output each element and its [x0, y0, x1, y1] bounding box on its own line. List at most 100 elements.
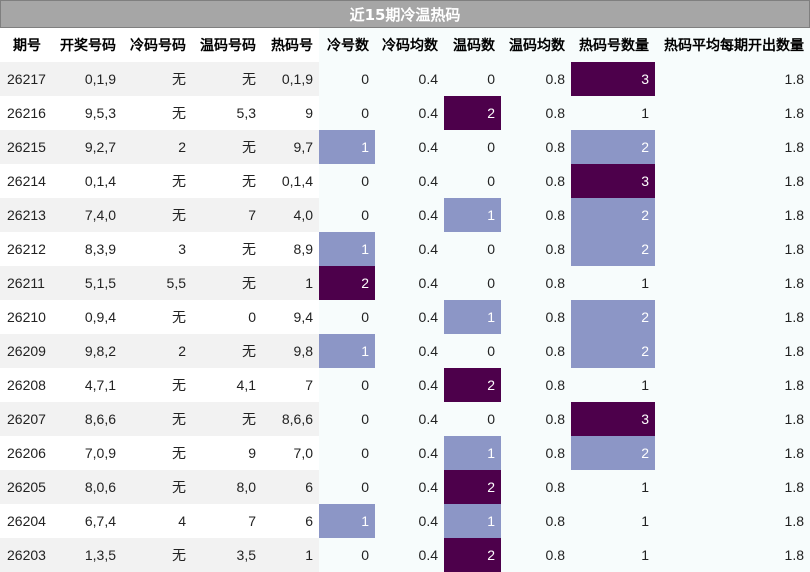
warm-avg-cell: 0.8: [501, 96, 571, 130]
cold-avg-cell: 0.4: [375, 402, 444, 436]
col-header-cold-count: 冷号数: [319, 28, 375, 62]
cold-avg-cell: 0.4: [375, 538, 444, 572]
hot-count-cell: 2: [571, 130, 655, 164]
issue-cell: 26206: [0, 436, 57, 470]
col-header-draw: 开奖号码: [60, 38, 116, 54]
hot-count-cell: 1: [571, 538, 655, 572]
cold-count-cell: 1: [319, 504, 375, 538]
issue-cell: 26216: [0, 96, 57, 130]
table-row: 26204 6,7,4 4 7 6 1 0.4 1 0.8 1 1.8: [0, 504, 810, 538]
hot-count-cell: 3: [571, 62, 655, 96]
cold-avg-cell: 0.4: [375, 266, 444, 300]
warm-avg-cell: 0.8: [501, 334, 571, 368]
warm-numbers-cell: 8,0: [192, 470, 262, 504]
issue-cell: 26207: [0, 402, 57, 436]
hot-numbers-cell: 9,7: [262, 130, 319, 164]
cold-avg-cell: 0.4: [375, 62, 444, 96]
hot-count-cell: 1: [571, 504, 655, 538]
hot-numbers-cell: 0,1,9: [262, 62, 319, 96]
draw-cell: 7,4,0: [57, 198, 122, 232]
issue-cell: 26203: [0, 538, 57, 572]
cold-count-cell: 0: [319, 470, 375, 504]
cold-avg-cell: 0.4: [375, 130, 444, 164]
hot-count-cell: 2: [571, 300, 655, 334]
cold-avg-cell: 0.4: [375, 164, 444, 198]
cold-numbers-cell: 无: [122, 538, 192, 572]
warm-avg-cell: 0.8: [501, 538, 571, 572]
hot-avg-cell: 1.8: [655, 504, 810, 538]
cold-numbers-cell: 无: [122, 62, 192, 96]
cold-avg-cell: 0.4: [375, 300, 444, 334]
warm-numbers-cell: 无: [192, 62, 262, 96]
hot-avg-cell: 1.8: [655, 198, 810, 232]
hot-numbers-cell: 8,9: [262, 232, 319, 266]
issue-cell: 26212: [0, 232, 57, 266]
draw-cell: 9,5,3: [57, 96, 122, 130]
warm-count-cell: 0: [444, 334, 501, 368]
issue-cell: 26205: [0, 470, 57, 504]
hot-count-cell: 1: [571, 368, 655, 402]
issue-cell: 26204: [0, 504, 57, 538]
col-header-hot-count: 热码号数量: [571, 28, 655, 62]
cold-count-cell: 0: [319, 164, 375, 198]
warm-count-cell: 2: [444, 470, 501, 504]
warm-numbers-cell: 无: [192, 266, 262, 300]
cold-numbers-cell: 5,5: [122, 266, 192, 300]
warm-numbers-cell: 无: [192, 130, 262, 164]
hot-numbers-cell: 9: [262, 96, 319, 130]
hot-count-cell: 2: [571, 198, 655, 232]
issue-cell: 26210: [0, 300, 57, 334]
warm-avg-cell: 0.8: [501, 504, 571, 538]
warm-avg-cell: 0.8: [501, 266, 571, 300]
warm-avg-cell: 0.8: [501, 368, 571, 402]
cold-avg-cell: 0.4: [375, 368, 444, 402]
col-header-warm: 温码号码: [200, 38, 256, 54]
warm-count-cell: 0: [444, 130, 501, 164]
hot-numbers-cell: 4,0: [262, 198, 319, 232]
col-header-warm-avg: 温码均数: [501, 28, 571, 62]
issue-cell: 26211: [0, 266, 57, 300]
cold-numbers-cell: 无: [122, 470, 192, 504]
draw-cell: 8,0,6: [57, 470, 122, 504]
warm-avg-cell: 0.8: [501, 436, 571, 470]
warm-count-cell: 1: [444, 300, 501, 334]
cold-count-cell: 0: [319, 300, 375, 334]
issue-cell: 26208: [0, 368, 57, 402]
table-row: 26212 8,3,9 3 无 8,9 1 0.4 0 0.8 2 1.8: [0, 232, 810, 266]
hot-count-cell: 3: [571, 402, 655, 436]
table-row: 26217 0,1,9 无无 0,1,9 0 0.4 0 0.8 3 1.8: [0, 62, 810, 96]
hot-count-cell: 2: [571, 436, 655, 470]
cold-avg-cell: 0.4: [375, 334, 444, 368]
cold-count-cell: 0: [319, 62, 375, 96]
hot-numbers-cell: 1: [262, 538, 319, 572]
warm-count-cell: 0: [444, 62, 501, 96]
warm-count-cell: 1: [444, 198, 501, 232]
cold-count-cell: 2: [319, 266, 375, 300]
table-row: 26211 5,1,5 5,5 无 1 2 0.4 0 0.8 1 1.8: [0, 266, 810, 300]
warm-avg-cell: 0.8: [501, 62, 571, 96]
hot-count-cell: 2: [571, 334, 655, 368]
col-header-hot-avg: 热码平均每期开出数量: [655, 28, 810, 62]
hot-avg-cell: 1.8: [655, 368, 810, 402]
hot-count-cell: 2: [571, 232, 655, 266]
hot-numbers-cell: 1: [262, 266, 319, 300]
hot-avg-cell: 1.8: [655, 436, 810, 470]
issue-cell: 26213: [0, 198, 57, 232]
col-header-warm-count: 温码数: [444, 28, 501, 62]
draw-cell: 0,1,9: [57, 62, 122, 96]
draw-cell: 9,8,2: [57, 334, 122, 368]
cold-numbers-cell: 2: [122, 334, 192, 368]
hot-avg-cell: 1.8: [655, 300, 810, 334]
hot-avg-cell: 1.8: [655, 130, 810, 164]
cold-count-cell: 0: [319, 198, 375, 232]
issue-cell: 26214: [0, 164, 57, 198]
hot-avg-cell: 1.8: [655, 96, 810, 130]
draw-cell: 8,6,6: [57, 402, 122, 436]
cold-numbers-cell: 无: [122, 300, 192, 334]
warm-avg-cell: 0.8: [501, 402, 571, 436]
cold-numbers-cell: 无: [122, 198, 192, 232]
table-row: 26213 7,4,0 无 7 4,0 0 0.4 1 0.8 2 1.8: [0, 198, 810, 232]
cold-count-cell: 0: [319, 368, 375, 402]
cold-avg-cell: 0.4: [375, 470, 444, 504]
warm-avg-cell: 0.8: [501, 300, 571, 334]
